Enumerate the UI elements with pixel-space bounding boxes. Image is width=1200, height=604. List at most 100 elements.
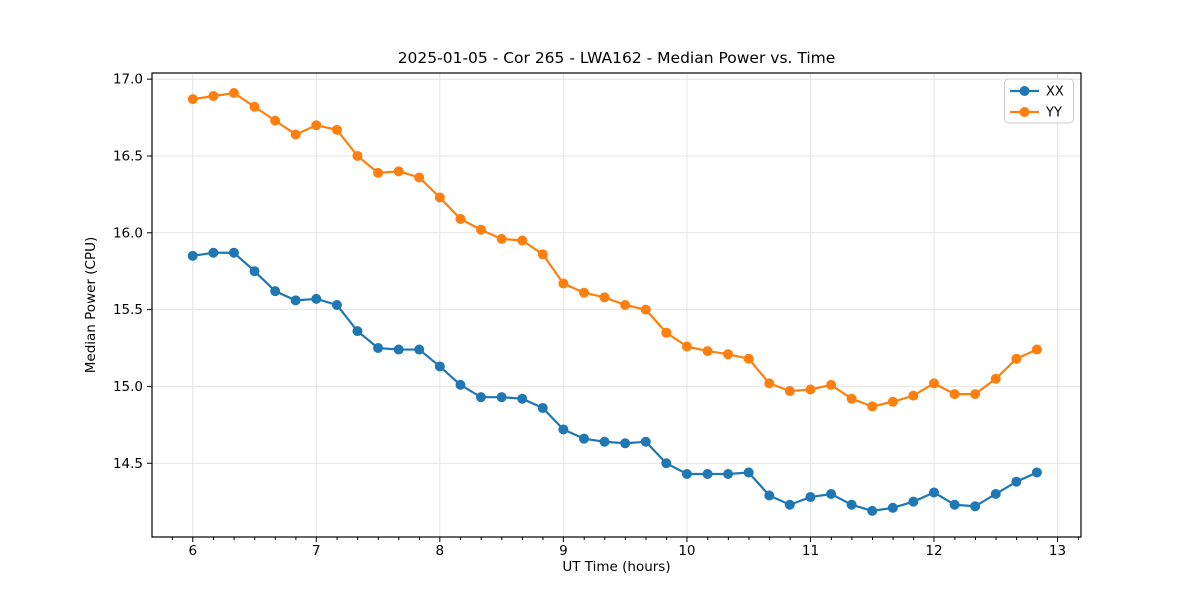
data-point xyxy=(723,469,734,480)
data-point xyxy=(496,233,507,244)
data-point xyxy=(249,266,260,277)
data-point xyxy=(455,213,466,224)
x-tick-label: 10 xyxy=(678,543,695,559)
data-point xyxy=(393,166,404,177)
series-line xyxy=(192,251,1038,513)
data-point xyxy=(352,326,363,337)
data-point xyxy=(764,378,775,389)
y-tick-label: 15.0 xyxy=(113,379,143,395)
data-point xyxy=(311,293,322,304)
data-point xyxy=(640,304,651,315)
y-tick-label: 16.0 xyxy=(113,225,143,241)
data-point xyxy=(867,401,878,412)
series-YY xyxy=(187,87,1042,412)
data-point xyxy=(373,343,384,354)
data-point xyxy=(208,91,219,102)
y-tick-label: 17.0 xyxy=(113,72,143,88)
x-tick-label: 11 xyxy=(802,543,819,559)
data-point xyxy=(743,353,754,364)
data-point xyxy=(537,249,548,260)
data-point xyxy=(990,373,1001,384)
x-axis-label: UT Time (hours) xyxy=(562,559,670,575)
x-tick-label: 7 xyxy=(312,543,321,559)
y-axis-label: Median Power (CPU) xyxy=(83,237,99,373)
data-point xyxy=(290,295,301,306)
data-point xyxy=(558,278,569,289)
data-point xyxy=(928,487,939,498)
x-tick-label: 6 xyxy=(188,543,197,559)
data-point xyxy=(928,378,939,389)
legend: XX YY xyxy=(1004,78,1074,124)
data-point xyxy=(970,501,981,512)
data-point xyxy=(270,286,281,297)
x-tick-label: 12 xyxy=(925,543,942,559)
data-point xyxy=(681,341,692,352)
data-point xyxy=(1011,476,1022,487)
data-point xyxy=(599,292,610,303)
data-point xyxy=(1031,467,1042,478)
data-point xyxy=(228,87,239,98)
data-point xyxy=(1031,344,1042,355)
data-point xyxy=(373,167,384,178)
data-point xyxy=(681,469,692,480)
y-tick-label: 14.5 xyxy=(113,456,143,472)
data-point xyxy=(826,488,837,499)
plot-border xyxy=(151,72,1082,538)
data-point xyxy=(331,124,342,135)
data-point xyxy=(702,469,713,480)
legend-label: XX xyxy=(1046,85,1064,100)
plot-area: 6 7 8 9 10 11 12 13 14.5 15.0 15.5 16.0 16.5 17.0 XX YY xyxy=(113,72,1082,559)
data-point xyxy=(475,392,486,403)
series-XX xyxy=(187,247,1042,516)
data-point xyxy=(537,402,548,413)
data-point xyxy=(352,150,363,161)
data-point xyxy=(331,300,342,310)
data-point xyxy=(620,300,631,310)
data-point xyxy=(517,393,528,404)
data-point xyxy=(517,235,528,246)
data-point xyxy=(414,344,425,355)
data-point xyxy=(579,287,590,298)
data-point xyxy=(908,390,919,401)
data-point xyxy=(208,247,219,258)
data-point xyxy=(187,250,198,261)
data-point xyxy=(990,488,1001,499)
data-point xyxy=(640,436,651,447)
data-point xyxy=(1011,353,1022,364)
data-point xyxy=(496,392,507,403)
data-point xyxy=(887,502,898,513)
data-point xyxy=(249,101,260,112)
data-point xyxy=(187,94,198,105)
data-point xyxy=(455,379,466,390)
data-point xyxy=(579,433,590,444)
data-point xyxy=(228,247,239,258)
data-point xyxy=(723,349,734,360)
data-point xyxy=(434,361,445,372)
y-tick-label: 16.5 xyxy=(113,148,143,164)
data-point xyxy=(743,467,754,478)
data-point xyxy=(599,436,610,447)
data-point xyxy=(311,120,322,131)
data-point xyxy=(908,496,919,507)
data-point xyxy=(846,499,857,510)
data-point xyxy=(661,327,672,338)
data-point xyxy=(702,346,713,357)
data-point xyxy=(558,424,569,435)
data-point xyxy=(970,389,981,400)
x-tick-label: 9 xyxy=(559,543,568,559)
legend-marker xyxy=(1019,107,1030,117)
data-point xyxy=(270,115,281,126)
data-point xyxy=(826,379,837,390)
legend-marker xyxy=(1019,86,1030,96)
chart-title: 2025-01-05 - Cor 265 - LWA162 - Median P… xyxy=(398,49,836,67)
y-tick-label: 15.5 xyxy=(113,302,143,318)
data-point xyxy=(475,224,486,235)
data-point xyxy=(784,499,795,510)
data-point xyxy=(805,492,816,503)
legend-label: YY xyxy=(1045,106,1062,121)
data-point xyxy=(661,458,672,469)
data-point xyxy=(290,129,301,140)
data-point xyxy=(949,499,960,510)
x-tick-label: 8 xyxy=(436,543,445,559)
